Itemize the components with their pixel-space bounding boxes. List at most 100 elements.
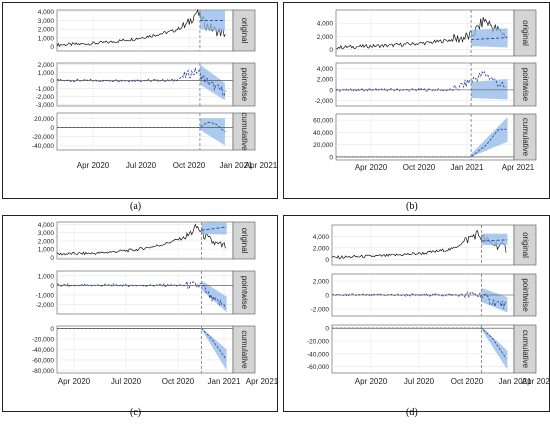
facet-strip-label: cumulative: [521, 330, 530, 369]
facet-strip-label: cumulative: [240, 112, 249, 151]
y-tick-label: 4,000: [317, 21, 334, 28]
y-tick-label: 0: [50, 255, 54, 262]
x-tick-label: Apr 2021: [502, 163, 535, 172]
y-tick-label: -40,000: [307, 351, 329, 358]
facet-strip-label: cumulative: [521, 118, 530, 157]
y-tick-label: 3,000: [38, 230, 55, 237]
x-tick-label: Apr 2020: [77, 161, 110, 170]
y-tick-label: 0: [50, 78, 54, 85]
chart-panel-a: 01,0002,0003,0004,000original2,0001,0000…: [2, 2, 278, 199]
series-line-effect: [335, 70, 507, 92]
y-tick-label: -3,000: [36, 102, 55, 109]
y-tick-label: -20,000: [32, 337, 54, 344]
x-tick-label: Apr 2021: [245, 161, 278, 170]
y-tick-label: -20,000: [32, 134, 54, 141]
x-tick-label: Jan 2021: [220, 161, 253, 170]
y-tick-label: 4,000: [38, 222, 55, 229]
y-tick-label: 0: [325, 257, 329, 264]
series-line-observed: [335, 17, 507, 50]
facet-original: 4,000 2,000 0 original: [313, 224, 537, 266]
y-tick-label: -1,000: [36, 292, 55, 299]
x-tick-label: Apr 2020: [355, 377, 388, 386]
facet-strip: [232, 325, 256, 374]
chart-panel-c: 4,0003,0002,0001,0000original1,0000-1,00…: [2, 215, 279, 412]
y-tick-label: 0: [329, 47, 333, 54]
caption-a: (a): [130, 201, 142, 212]
y-tick-label: 2,000: [313, 245, 330, 252]
y-tick-label: -40,000: [32, 143, 54, 150]
series-line-counterfactual: [481, 239, 508, 242]
facet-strip: [513, 62, 537, 107]
facet-strip-label: pointwise: [521, 278, 530, 312]
facet-plot-area: [331, 324, 515, 374]
y-tick-label: 60,000: [313, 118, 333, 125]
y-tick-label: 20,000: [34, 116, 54, 123]
confidence-band: [201, 327, 227, 371]
y-tick-label: -1,000: [36, 86, 55, 93]
y-tick-label: -60,000: [32, 357, 54, 364]
facet-strip: [513, 224, 537, 266]
x-tick-label: Oct 2020: [173, 161, 206, 170]
y-tick-label: 0: [50, 125, 54, 132]
series-line-effect: [331, 291, 507, 309]
y-tick-label: 0: [329, 154, 333, 161]
x-tick-label: Jan 2021: [451, 163, 484, 172]
x-tick-label: Apr 2020: [58, 377, 91, 386]
y-tick-label: 0: [325, 326, 329, 333]
y-tick-label: 40,000: [313, 130, 333, 137]
y-tick-label: -20,000: [307, 339, 329, 346]
series-line-counterfactual: [471, 37, 508, 41]
y-tick-label: -60,000: [307, 364, 329, 371]
series-line-observed: [56, 223, 226, 256]
facet-strip: [513, 324, 537, 374]
confidence-band: [199, 118, 225, 146]
chart-panel-d: 4,000 2,000 0 original 2,000 0 -2,000 pointwise…: [283, 215, 550, 412]
x-tick-label: Apr 2021: [246, 377, 279, 386]
facet-strip-label: cumulative: [240, 330, 249, 369]
y-tick-label: 0: [325, 293, 329, 300]
facet-strip-label: pointwise: [521, 68, 530, 102]
facet-strip: [513, 273, 537, 317]
facet-strip: [513, 9, 537, 57]
facet-plot-area: [335, 113, 515, 161]
y-tick-label: 2,000: [38, 238, 55, 245]
series-line-counterfactual: [201, 226, 227, 231]
facet-strip-label: original: [240, 228, 249, 254]
y-tick-label: 0: [50, 326, 54, 333]
confidence-band: [471, 79, 508, 100]
confidence-band: [481, 233, 508, 245]
confidence-band: [201, 280, 227, 313]
facet-strip-label: original: [521, 232, 530, 258]
x-tick-label: Apr 2021: [522, 377, 550, 386]
y-tick-label: 0: [329, 87, 333, 94]
facet-pointwise: 1,000 0 -1,000 -2,000 pointwise: [36, 270, 256, 315]
x-tick-label: Jan 2021: [499, 377, 532, 386]
y-tick-label: 1,000: [38, 247, 55, 254]
facet-strip: [232, 221, 256, 260]
series-line-observed: [331, 229, 507, 260]
y-tick-label: -2,000: [36, 94, 55, 101]
y-tick-label: 0: [50, 44, 54, 51]
caption-b: (b): [406, 201, 418, 212]
x-tick-label: Jan 2021: [208, 377, 241, 386]
y-tick-label: -40,000: [32, 347, 54, 354]
confidence-band: [481, 288, 508, 313]
series-line-observed: [56, 8, 226, 48]
x-tick-label: Apr 2020: [355, 163, 388, 172]
y-tick-label: -80,000: [32, 368, 54, 375]
y-tick-label: 20,000: [313, 142, 333, 149]
facet-strip: [513, 113, 537, 161]
x-tick-label: Jul 2020: [126, 161, 157, 170]
y-tick-label: 0: [50, 283, 54, 290]
caption-d: (d): [406, 407, 418, 418]
y-tick-label: 4,000: [317, 66, 334, 73]
facet-pointwise: 2,000 0 -2,000 pointwise: [311, 273, 537, 317]
y-tick-label: 4,000: [38, 9, 55, 16]
y-tick-label: 1,000: [38, 70, 55, 77]
facet-strip-label: pointwise: [240, 276, 249, 310]
y-tick-label: -2,000: [311, 307, 330, 314]
